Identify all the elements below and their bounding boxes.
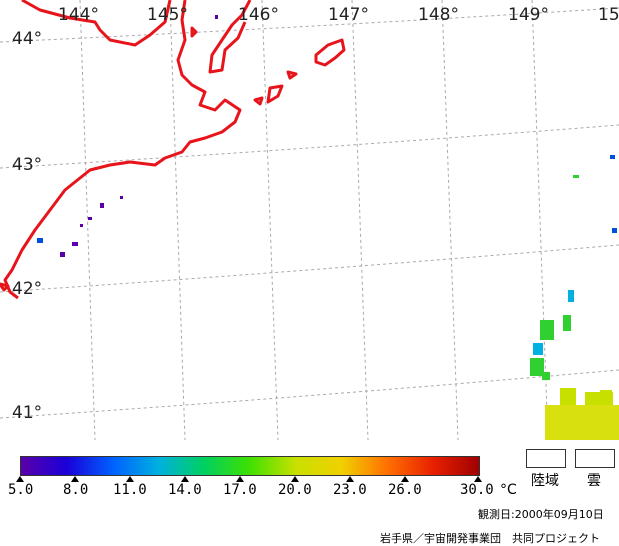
colorbar-tick-label: 14.0 (168, 482, 202, 498)
sst-pixel (560, 388, 576, 408)
sst-pixel (530, 358, 544, 376)
lon-label-149: 149° (508, 5, 549, 25)
temperature-unit: °C (500, 482, 517, 498)
lon-label-147: 147° (328, 5, 369, 25)
sst-pixel (215, 15, 218, 19)
parallel-42 (0, 244, 619, 293)
coastline (0, 0, 346, 300)
land-label: 陸域 (531, 473, 559, 489)
tick-mark (236, 476, 244, 482)
tick-mark (401, 476, 409, 482)
habomai-islet-1 (253, 96, 264, 106)
sst-pixel (545, 405, 619, 440)
sst-pixel (600, 390, 612, 398)
parallel-43 (0, 124, 619, 169)
meridian-146 (261, 0, 279, 440)
hokkaido-coast (21, 0, 172, 47)
lat-label-41: 41° (12, 403, 42, 423)
colorbar-tick-label: 30.0 (460, 482, 494, 498)
sst-map: 44° 43° 42° 41° 144° 145° 146° 147° 148°… (0, 0, 619, 440)
lon-label-146: 146° (238, 5, 279, 25)
tick-mark (181, 476, 189, 482)
tick-mark (71, 476, 79, 482)
tick-mark (16, 476, 24, 482)
lon-label-148: 148° (418, 5, 459, 25)
sst-pixel (542, 372, 550, 380)
meridian-148 (441, 0, 459, 440)
lon-label-145: 145° (147, 5, 188, 25)
sst-pixel (573, 175, 579, 178)
lon-labels: 144° 145° 146° 147° 148° 149° 15 (58, 5, 619, 25)
shiretoko-coast (208, 0, 252, 74)
lat-label-42: 42° (12, 279, 42, 299)
sst-pixel (120, 196, 123, 199)
meridian-147 (351, 0, 369, 440)
meridian-144 (79, 0, 96, 440)
sst-pixel (37, 238, 43, 243)
lon-label-150: 15 (598, 5, 619, 25)
colorbar-tick-label: 17.0 (223, 482, 257, 498)
shikotan-island (314, 38, 346, 67)
sst-pixel (612, 228, 617, 233)
lat-label-44: 44° (12, 29, 42, 49)
nemuro-coast (3, 0, 242, 300)
tick-mark (346, 476, 354, 482)
project-credit: 岩手県／宇宙開発事業団 共同プロジェクト (380, 532, 600, 545)
observation-date: 観測日:2000年09月10日 (478, 508, 604, 521)
sst-pixel (60, 252, 65, 257)
land-swatch (526, 449, 566, 468)
colorbar-tick-label: 20.0 (278, 482, 312, 498)
habomai-islet-3 (286, 70, 298, 80)
colorbar-tick-label: 5.0 (8, 482, 34, 498)
cloud-swatch (575, 449, 615, 468)
sst-pixel (72, 242, 78, 246)
sst-pixel (533, 343, 543, 355)
sst-pixel (568, 290, 574, 302)
tick-mark (291, 476, 299, 482)
colorbar-tick-label: 26.0 (388, 482, 422, 498)
colorbar-tick-label: 11.0 (113, 482, 147, 498)
meridian-145 (169, 0, 186, 440)
habomai-islet-2 (266, 84, 284, 104)
parallel-41 (0, 369, 619, 419)
lat-labels: 44° 43° 42° 41° (12, 29, 42, 423)
sst-pixel (540, 320, 554, 340)
graticule-grid (0, 0, 619, 440)
lon-label-144: 144° (58, 5, 99, 25)
sst-pixel (100, 203, 104, 208)
tick-mark (474, 476, 482, 482)
edge-islet-left (0, 282, 10, 292)
meridian-149 (531, 0, 549, 440)
sst-pixels (37, 15, 619, 440)
lat-label-43: 43° (12, 155, 42, 175)
parallel-44 (0, 7, 619, 43)
sst-pixel (610, 155, 615, 159)
colorbar-tick-label: 23.0 (333, 482, 367, 498)
temperature-colorbar (20, 456, 480, 476)
cloud-label: 雲 (587, 473, 601, 489)
sst-pixel (563, 315, 571, 331)
colorbar-tick-label: 8.0 (63, 482, 89, 498)
sst-pixel (80, 224, 83, 227)
tick-mark (126, 476, 134, 482)
sst-pixel (88, 217, 92, 220)
kunashiri-islet (190, 26, 198, 38)
